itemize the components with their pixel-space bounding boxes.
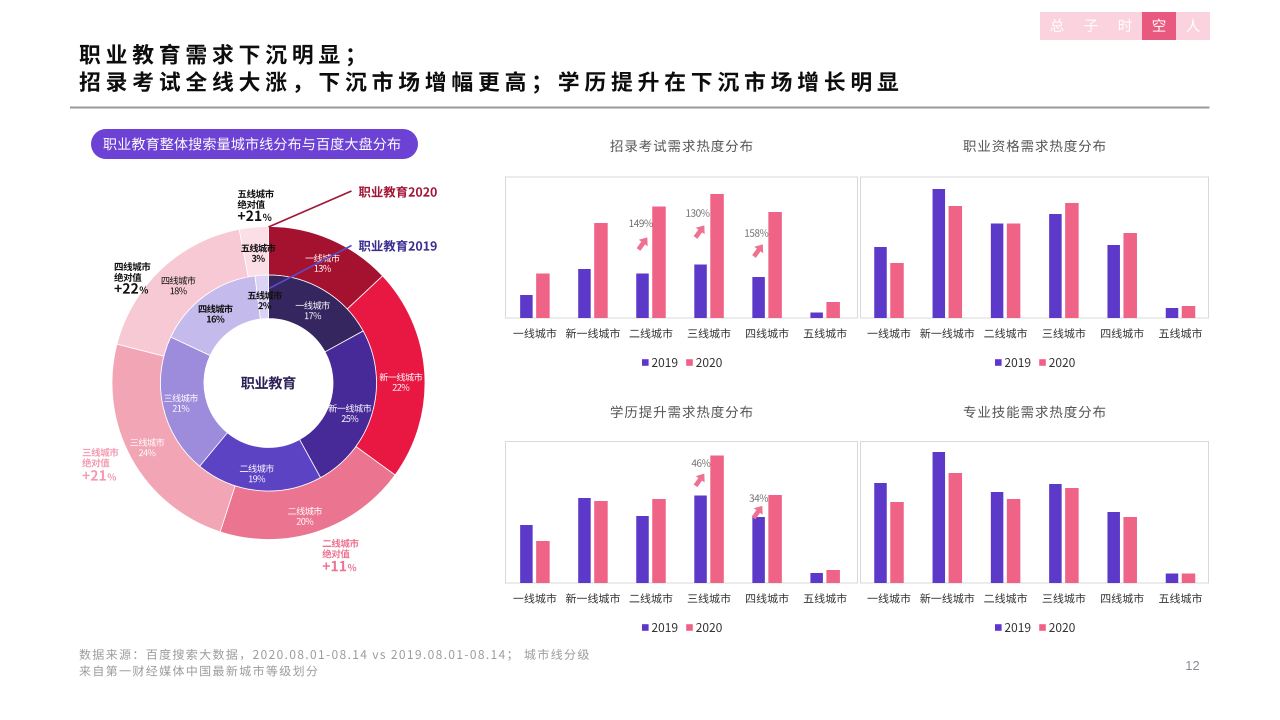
svg-text:12: 12 [1185, 658, 1199, 673]
